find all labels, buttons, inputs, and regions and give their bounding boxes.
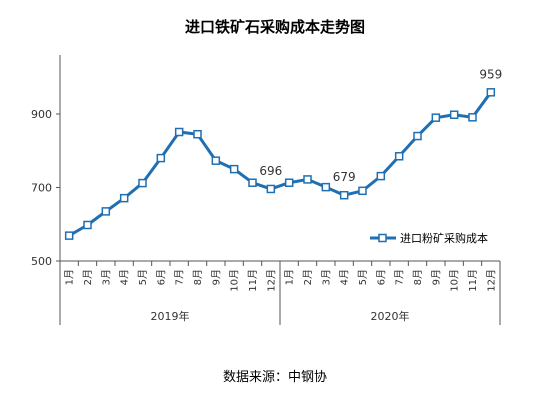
x-tick-label: 4月	[339, 269, 351, 285]
data-point	[413, 131, 422, 141]
data-point	[449, 110, 459, 119]
x-tick-label: 7月	[174, 269, 186, 285]
series-group	[64, 88, 496, 240]
data-label: 679	[333, 170, 356, 184]
x-tick-label: 12月	[265, 269, 277, 292]
data-point	[193, 129, 202, 139]
data-point	[284, 178, 294, 187]
data-point	[229, 164, 239, 174]
x-tick-label: 2月	[82, 269, 94, 285]
data-annotations: 696 679 959	[259, 67, 502, 184]
data-point	[174, 127, 184, 137]
data-point	[101, 207, 111, 216]
x-tick-label: 4月	[119, 269, 131, 285]
x-tick-label: 6月	[375, 269, 387, 285]
x-tick-label: 7月	[394, 269, 406, 285]
y-axis-ticks: 500 700 900	[31, 108, 60, 268]
y-tick-label: 500	[31, 255, 52, 268]
data-label: 959	[479, 67, 502, 81]
data-point	[119, 193, 129, 203]
x-tick-label: 5月	[137, 269, 149, 285]
chart-title: 进口铁矿石采购成本走势图	[185, 18, 365, 36]
data-point	[394, 152, 404, 161]
source-note: 数据来源：中钢协	[223, 370, 327, 385]
x-tick-label: 10月	[449, 269, 461, 292]
data-point	[468, 113, 477, 122]
y-tick-label: 900	[31, 108, 52, 121]
data-point	[303, 175, 312, 184]
x-tick-label: 2月	[302, 269, 314, 285]
data-label: 696	[259, 164, 282, 178]
data-point	[64, 231, 74, 240]
data-point	[486, 88, 496, 97]
x-tick-label: 12月	[485, 269, 497, 292]
y-tick-label: 700	[31, 182, 52, 195]
x-axis-ticks: 1月 2月 3月 4月 5月 6月 7月 8月 9月 10月 11月 12月 1月 2月 3月 4月 5月 6月 7…	[59, 261, 501, 292]
x-tick-label: 5月	[357, 269, 369, 285]
data-point	[376, 171, 386, 181]
data-point	[266, 184, 276, 194]
legend: 进口粉矿采购成本	[370, 231, 488, 245]
legend-label: 进口粉矿采购成本	[400, 231, 488, 245]
x-tick-label: 10月	[229, 269, 241, 292]
x-tick-label: 3月	[100, 269, 112, 285]
x-tick-label: 11月	[247, 269, 259, 292]
data-point	[339, 190, 349, 200]
data-point	[431, 113, 441, 122]
x-tick-label: 1月	[284, 269, 296, 285]
data-point	[248, 178, 257, 187]
x-tick-label: 8月	[192, 269, 204, 285]
year-groups: 2019年 2020年	[151, 261, 410, 325]
data-point	[156, 153, 166, 163]
data-point	[321, 182, 331, 192]
year-label: 2020年	[371, 309, 410, 323]
x-tick-label: 8月	[412, 269, 424, 285]
data-point	[358, 186, 367, 196]
legend-marker-swatch	[378, 233, 387, 243]
x-tick-label: 3月	[320, 269, 332, 285]
x-tick-label: 9月	[430, 269, 442, 285]
x-tick-label: 1月	[64, 269, 76, 285]
data-point	[138, 178, 147, 188]
x-tick-label: 9月	[210, 269, 222, 285]
x-tick-label: 6月	[155, 269, 167, 285]
year-label: 2019年	[151, 309, 190, 323]
x-tick-label: 11月	[467, 269, 479, 292]
data-point	[211, 156, 221, 165]
data-point	[83, 220, 92, 230]
